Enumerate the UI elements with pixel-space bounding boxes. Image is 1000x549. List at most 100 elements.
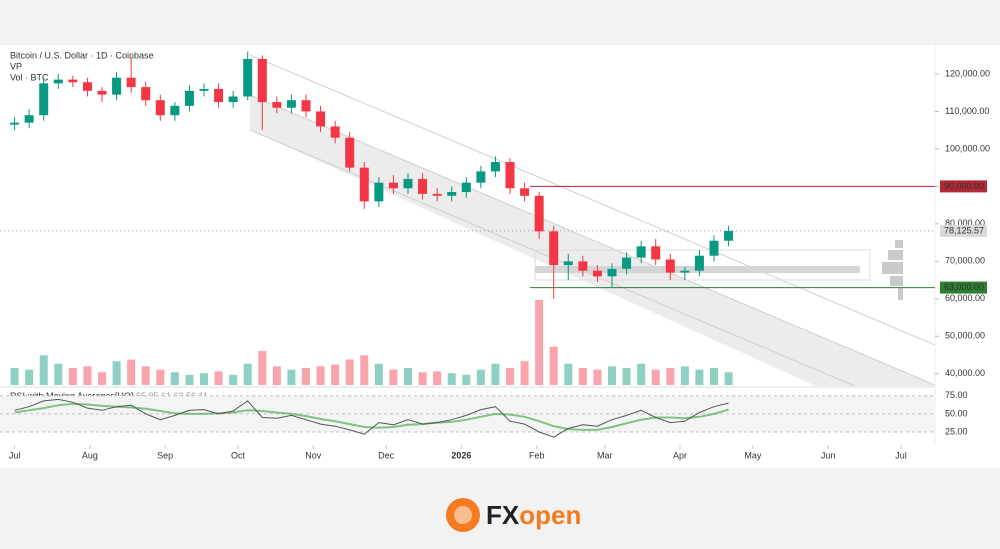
candle-body bbox=[301, 100, 311, 112]
volume-bar bbox=[491, 363, 500, 385]
volume-bar bbox=[258, 351, 267, 385]
y-tick-label: 80,000.00 bbox=[945, 218, 985, 228]
candle-body bbox=[170, 105, 180, 116]
candle-body bbox=[709, 240, 719, 256]
candle bbox=[374, 177, 384, 208]
volume-bar bbox=[637, 363, 646, 385]
candle-body bbox=[520, 188, 530, 196]
volume-bar bbox=[666, 368, 675, 385]
volume-bar bbox=[418, 372, 427, 385]
candle-body bbox=[82, 82, 92, 91]
candle-body bbox=[10, 122, 20, 125]
volume-bar bbox=[156, 369, 165, 385]
candle-body bbox=[490, 162, 500, 172]
volume-bar bbox=[724, 372, 733, 385]
candle bbox=[520, 182, 530, 202]
x-tick-label: May bbox=[744, 450, 762, 460]
candle-body bbox=[578, 261, 588, 271]
candle bbox=[330, 120, 340, 144]
rsi-tick-label: 75.00 bbox=[945, 390, 968, 400]
candle bbox=[549, 225, 559, 299]
x-tick-label: Apr bbox=[673, 450, 687, 460]
candle bbox=[228, 90, 238, 108]
y-tick-label: 60,000.00 bbox=[945, 293, 985, 303]
vp-bar bbox=[895, 240, 903, 248]
volume-bar bbox=[39, 355, 48, 385]
volume-bar bbox=[287, 369, 296, 385]
candle-body bbox=[651, 246, 661, 260]
x-tick-label: 2026 bbox=[451, 450, 471, 460]
y-tick-label: 120,000.00 bbox=[945, 68, 990, 78]
candle-body bbox=[665, 259, 675, 273]
volume-bar bbox=[243, 363, 252, 385]
y-tick-label: 50,000.00 bbox=[945, 331, 985, 341]
candle bbox=[578, 255, 588, 277]
x-tick-label: Feb bbox=[529, 450, 545, 460]
volume-bar bbox=[622, 368, 631, 385]
candle bbox=[490, 156, 500, 178]
candle-body bbox=[228, 96, 238, 103]
candle-body bbox=[272, 102, 282, 108]
chart-title: Bitcoin / U.S. Dollar · 1D · Coinbase bbox=[10, 50, 154, 60]
volume-bar bbox=[710, 368, 718, 385]
candle-body bbox=[592, 270, 602, 277]
logo-icon-inner bbox=[454, 506, 472, 524]
x-tick-label: Sep bbox=[157, 450, 173, 460]
volume-bar bbox=[316, 366, 325, 385]
candle bbox=[461, 177, 471, 198]
rsi-band bbox=[0, 395, 935, 433]
indicator-label: VP bbox=[10, 61, 22, 71]
candle-body bbox=[447, 192, 457, 196]
volume-bar bbox=[680, 366, 689, 385]
volume-bar bbox=[447, 373, 456, 385]
candle bbox=[651, 238, 661, 266]
y-tick-label: 110,000.00 bbox=[945, 106, 989, 116]
candle bbox=[388, 175, 398, 194]
x-tick-label: Oct bbox=[231, 450, 246, 460]
candle bbox=[694, 250, 704, 277]
volume-bar bbox=[651, 369, 660, 385]
candle bbox=[126, 57, 136, 93]
last-price-label: 78,125.57 bbox=[944, 225, 984, 235]
candle bbox=[607, 263, 617, 288]
candle-body bbox=[257, 58, 267, 103]
candle-body bbox=[155, 100, 165, 116]
candle bbox=[592, 265, 602, 282]
vp-bar bbox=[890, 276, 903, 286]
logo: FXopen bbox=[446, 498, 581, 532]
candle bbox=[622, 251, 632, 275]
candle-body bbox=[24, 115, 34, 123]
volume-bar bbox=[549, 346, 558, 385]
candle-body bbox=[141, 87, 151, 101]
volume-bar bbox=[345, 359, 354, 385]
volume-bar bbox=[302, 368, 310, 385]
volume-bar bbox=[214, 371, 223, 385]
vp-bar bbox=[888, 250, 903, 260]
candle bbox=[286, 94, 296, 114]
candle bbox=[272, 96, 282, 114]
vp-bar bbox=[882, 262, 903, 274]
volume-bar bbox=[564, 363, 573, 385]
volume-bar bbox=[200, 373, 208, 385]
rsi-tick-label: 25.00 bbox=[945, 426, 968, 436]
candle bbox=[82, 77, 92, 97]
rsi-ma-line bbox=[14, 402, 729, 431]
y-tick-label: 70,000.00 bbox=[945, 256, 985, 266]
y-tick-label: 100,000.00 bbox=[945, 143, 990, 153]
volume-bar bbox=[127, 359, 136, 385]
candle-body bbox=[359, 167, 369, 202]
candle bbox=[184, 85, 194, 112]
volume-bar bbox=[272, 366, 281, 385]
candle bbox=[724, 225, 734, 247]
candle bbox=[141, 81, 151, 106]
candle bbox=[534, 192, 544, 239]
candle-body bbox=[680, 270, 690, 273]
volume-bar bbox=[433, 371, 442, 385]
candle-body bbox=[403, 178, 413, 189]
candle-body bbox=[97, 90, 107, 95]
volume-bar bbox=[83, 366, 92, 385]
candle-body bbox=[418, 178, 428, 194]
candle bbox=[214, 83, 224, 108]
candle bbox=[709, 235, 719, 262]
